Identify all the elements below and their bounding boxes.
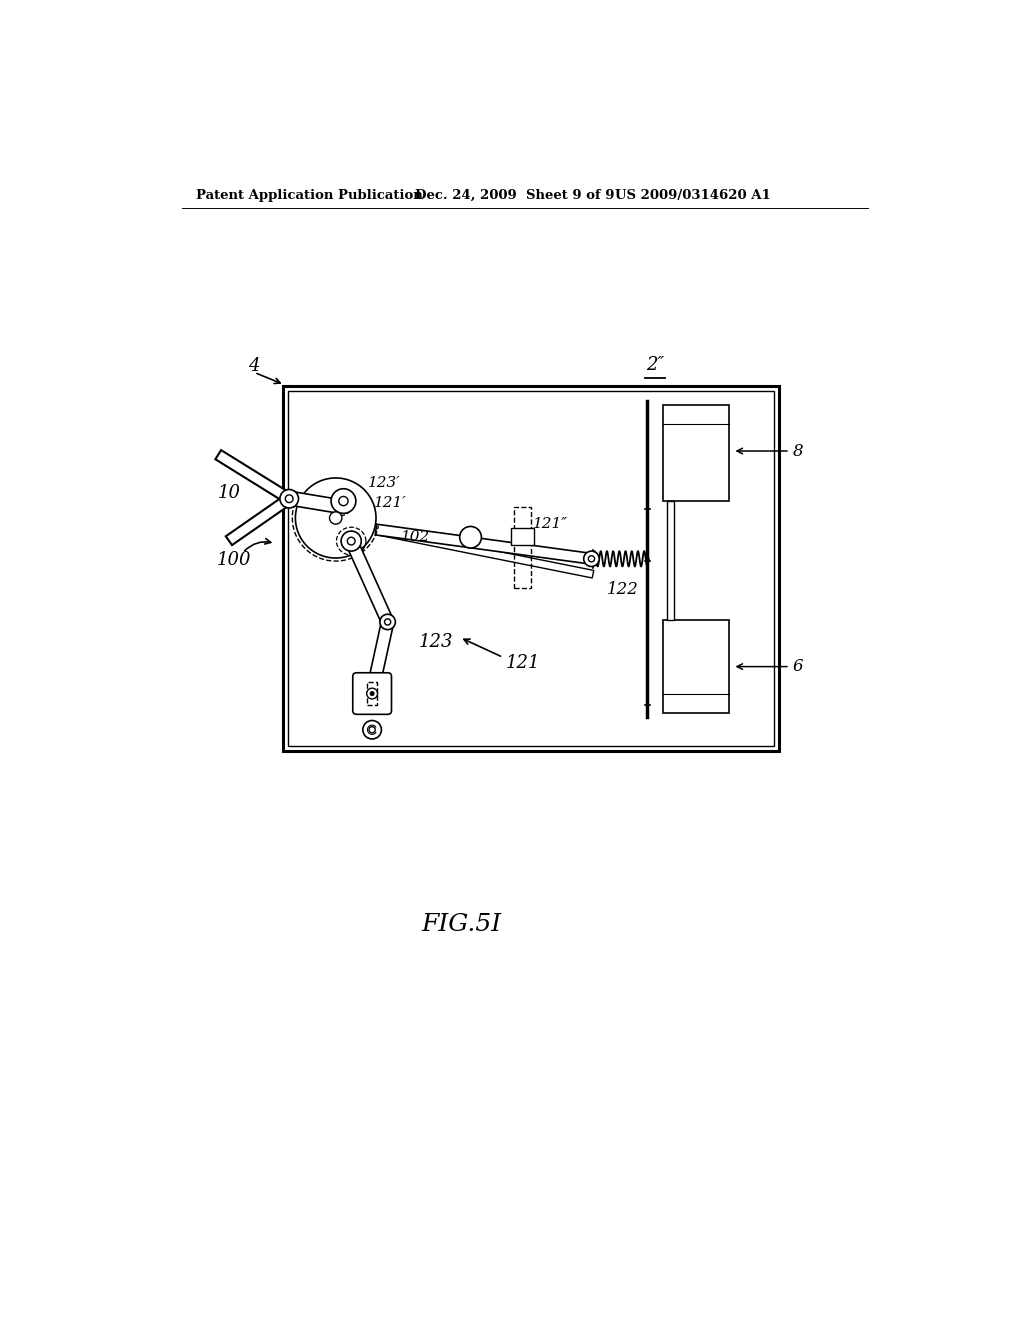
Text: 4: 4 (248, 358, 260, 375)
Circle shape (385, 619, 391, 626)
Circle shape (339, 496, 348, 506)
Circle shape (380, 614, 395, 630)
Circle shape (347, 537, 355, 545)
Circle shape (330, 512, 342, 524)
Circle shape (460, 527, 481, 548)
Text: 121: 121 (506, 653, 541, 672)
Bar (289, 391, 773, 746)
Circle shape (362, 721, 381, 739)
Text: Patent Application Publication: Patent Application Publication (197, 189, 423, 202)
Circle shape (369, 726, 375, 733)
Text: Dec. 24, 2009  Sheet 9 of 9: Dec. 24, 2009 Sheet 9 of 9 (415, 189, 614, 202)
Text: 8: 8 (793, 442, 804, 459)
Polygon shape (377, 527, 594, 578)
Text: FIG.5I: FIG.5I (421, 913, 502, 936)
Bar (511, 528, 535, 545)
Polygon shape (292, 492, 341, 513)
Text: 123: 123 (419, 634, 454, 651)
Circle shape (341, 531, 361, 552)
Circle shape (367, 688, 378, 700)
Circle shape (295, 478, 376, 558)
Text: 121′: 121′ (374, 495, 407, 510)
Polygon shape (369, 620, 393, 684)
Polygon shape (345, 539, 393, 624)
Bar (283, 385, 779, 751)
Circle shape (371, 692, 374, 696)
Text: 102: 102 (400, 531, 430, 544)
Circle shape (589, 556, 595, 562)
Text: US 2009/0314620 A1: US 2009/0314620 A1 (614, 189, 770, 202)
Polygon shape (375, 524, 592, 564)
Text: 10: 10 (218, 484, 241, 503)
Circle shape (584, 552, 599, 566)
FancyBboxPatch shape (352, 673, 391, 714)
Text: 122: 122 (607, 581, 639, 598)
Polygon shape (215, 450, 292, 503)
Bar (667, 502, 675, 620)
Circle shape (280, 490, 299, 508)
Text: 2″: 2″ (646, 356, 665, 374)
Bar (663, 405, 729, 502)
Text: 123′: 123′ (369, 477, 401, 490)
Polygon shape (225, 494, 292, 545)
Text: 6: 6 (793, 659, 804, 675)
Text: 100: 100 (217, 552, 252, 569)
Bar (514, 507, 531, 589)
Circle shape (331, 488, 356, 513)
Text: 121″: 121″ (532, 517, 567, 531)
Circle shape (286, 495, 293, 503)
Bar (663, 620, 729, 713)
Bar (368, 682, 377, 705)
